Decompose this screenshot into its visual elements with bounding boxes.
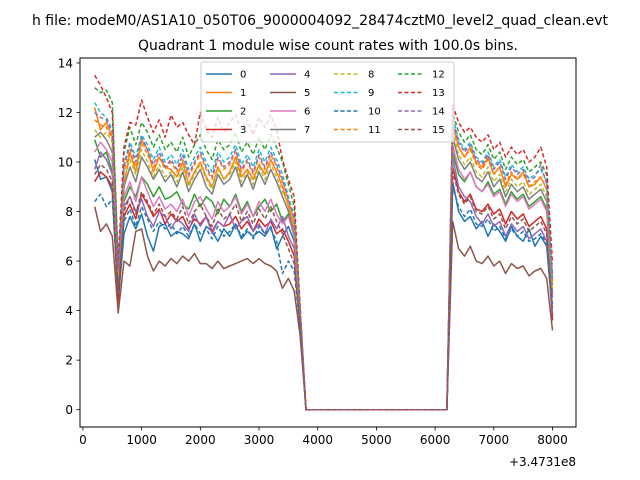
x-tick-label: 5000 (361, 433, 392, 447)
legend-label: 2 (240, 107, 246, 118)
y-tick-label: 2 (65, 354, 73, 368)
x-axis-offset-label: +3.4731e8 (509, 455, 576, 469)
y-tick-label: 10 (58, 156, 73, 170)
legend-entry-15: 15 (398, 125, 445, 136)
legend-label: 7 (304, 125, 310, 136)
legend-entry-2: 2 (206, 107, 246, 118)
legend-label: 0 (240, 70, 246, 81)
legend-label: 12 (432, 70, 445, 81)
legend-label: 14 (432, 107, 445, 118)
legend-entry-4: 4 (270, 70, 310, 81)
legend-label: 13 (432, 88, 445, 99)
legend-label: 10 (368, 107, 381, 118)
y-tick-label: 0 (65, 403, 73, 417)
series-line-12 (94, 87, 554, 411)
x-tick-label: 3000 (244, 433, 275, 447)
x-tick-label: 1000 (126, 433, 157, 447)
axes-frame (79, 57, 577, 428)
x-tick-label: 4000 (302, 433, 333, 447)
legend-label: 8 (368, 70, 374, 81)
x-axis: 0 1000 2000 3000 4000 5000 6000 7000 8000 (79, 427, 568, 447)
legend-entry-13: 13 (398, 88, 445, 99)
x-tick-label: 6000 (420, 433, 451, 447)
legend-label: 1 (240, 88, 246, 99)
legend-label: 15 (432, 125, 445, 136)
legend-entry-9: 9 (334, 88, 374, 99)
legend-label: 3 (240, 125, 246, 136)
series-line-14 (94, 111, 554, 411)
legend-entry-11: 11 (334, 125, 381, 136)
y-tick-label: 4 (65, 304, 73, 318)
legend-entry-14: 14 (398, 107, 445, 118)
legend-entry-0: 0 (206, 70, 246, 81)
legend-entry-6: 6 (270, 107, 310, 118)
chart-title: Quadrant 1 module wise count rates with … (138, 38, 518, 54)
figure-suptitle: h file: modeM0/AS1A10_050T06_9000004092_… (32, 13, 609, 29)
y-tick-label: 14 (58, 56, 73, 70)
legend-label: 11 (368, 125, 381, 136)
legend-label: 9 (368, 88, 374, 99)
legend-frame (200, 61, 455, 143)
y-tick-label: 6 (65, 255, 73, 269)
y-tick-label: 12 (58, 106, 73, 120)
legend-entry-1: 1 (206, 88, 246, 99)
y-tick-label: 8 (65, 205, 73, 219)
series-line-15 (94, 163, 554, 411)
series-line-9 (94, 102, 554, 411)
x-tick-label: 0 (79, 433, 87, 447)
series-layer (93, 74, 554, 411)
series-line-8 (94, 129, 554, 411)
legend-entry-5: 5 (270, 88, 310, 99)
legend-entry-12: 12 (398, 70, 445, 81)
legend-entry-10: 10 (334, 107, 381, 118)
legend-label: 6 (304, 107, 310, 118)
legend-label: 4 (304, 70, 310, 81)
x-tick-label: 7000 (479, 433, 510, 447)
legend-entry-3: 3 (206, 125, 246, 136)
legend-label: 5 (304, 88, 310, 99)
x-tick-label: 8000 (537, 433, 568, 447)
legend-entry-8: 8 (334, 70, 374, 81)
x-tick-label: 2000 (185, 433, 216, 447)
legend-entry-7: 7 (270, 125, 310, 136)
y-axis: 0 2 4 6 8 10 12 14 (58, 56, 80, 417)
